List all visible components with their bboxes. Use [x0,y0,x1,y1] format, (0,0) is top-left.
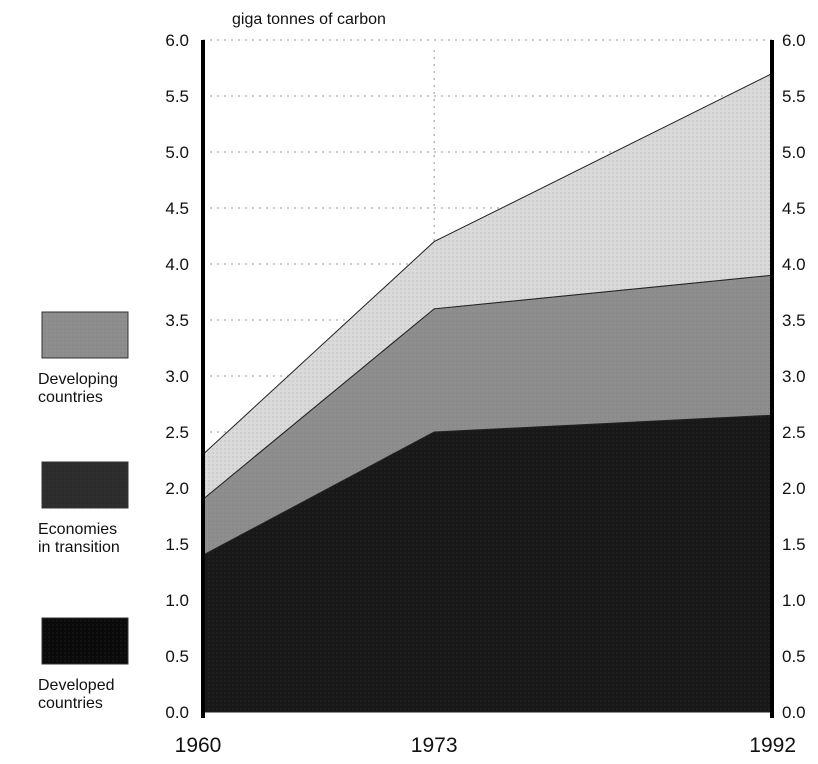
y-axis-label: giga tonnes of carbon [232,11,386,28]
y-tick-label-right: 3.0 [782,367,806,386]
y-tick-label-left: 3.0 [165,367,189,386]
y-tick-label-right: 5.0 [782,143,806,162]
y-tick-label-right: 1.5 [782,535,806,554]
y-tick-label-left: 1.0 [165,591,189,610]
legend-label-line2: countries [38,695,103,712]
y-tick-label-right: 5.5 [782,87,806,106]
legend-label-line1: Developed [38,677,115,694]
legend-swatch-texture [42,618,128,664]
y-tick-label-left: 5.0 [165,143,189,162]
y-axis-right: 0.0 0.5 1.0 1.5 2.0 2.5 3.0 3.5 4.0 4.5 5.0 5.5 6.0 [782,31,806,722]
legend-label-line2: countries [38,389,103,406]
axes [201,40,774,718]
x-tick-label: 1960 [175,734,222,757]
legend-label-line2: in transition [38,539,120,556]
y-tick-label-right: 1.0 [782,591,806,610]
area-texture-economies-in-transition [203,275,772,556]
y-tick-label-right: 4.5 [782,199,806,218]
y-tick-label-left: 5.5 [165,87,189,106]
x-axis: 1960 1973 1992 [175,734,796,757]
area-texture-developed-countries [203,415,772,712]
y-tick-label-left: 2.0 [165,479,189,498]
x-tick-label: 1973 [411,734,458,757]
stacked-areas [202,72,773,713]
y-tick-label-left: 6.0 [165,31,189,50]
y-tick-label-left: 3.5 [165,311,189,330]
legend-swatch-texture [42,312,128,358]
legend-label-line1: Economies [38,521,117,538]
y-tick-label-left: 4.0 [165,255,189,274]
y-tick-label-left: 4.5 [165,199,189,218]
legend-swatch-texture [42,462,128,508]
y-tick-label-right: 0.5 [782,647,806,666]
y-tick-label-left: 2.5 [165,423,189,442]
y-tick-label-right: 4.0 [782,255,806,274]
y-tick-label-right: 6.0 [782,31,806,50]
y-tick-label-left: 0.5 [165,647,189,666]
legend-label-line1: Developing [38,371,118,388]
y-axis-left: 0.0 0.5 1.0 1.5 2.0 2.5 3.0 3.5 4.0 4.5 5.0 5.5 6.0 [165,31,189,722]
y-tick-label-left: 1.5 [165,535,189,554]
y-tick-label-right: 2.0 [782,479,806,498]
y-tick-label-left: 0.0 [165,703,189,722]
y-tick-label-right: 0.0 [782,703,806,722]
y-tick-label-right: 3.5 [782,311,806,330]
y-tick-label-right: 2.5 [782,423,806,442]
x-tick-label: 1992 [749,734,796,757]
area-texture-developing-countries [203,73,772,500]
